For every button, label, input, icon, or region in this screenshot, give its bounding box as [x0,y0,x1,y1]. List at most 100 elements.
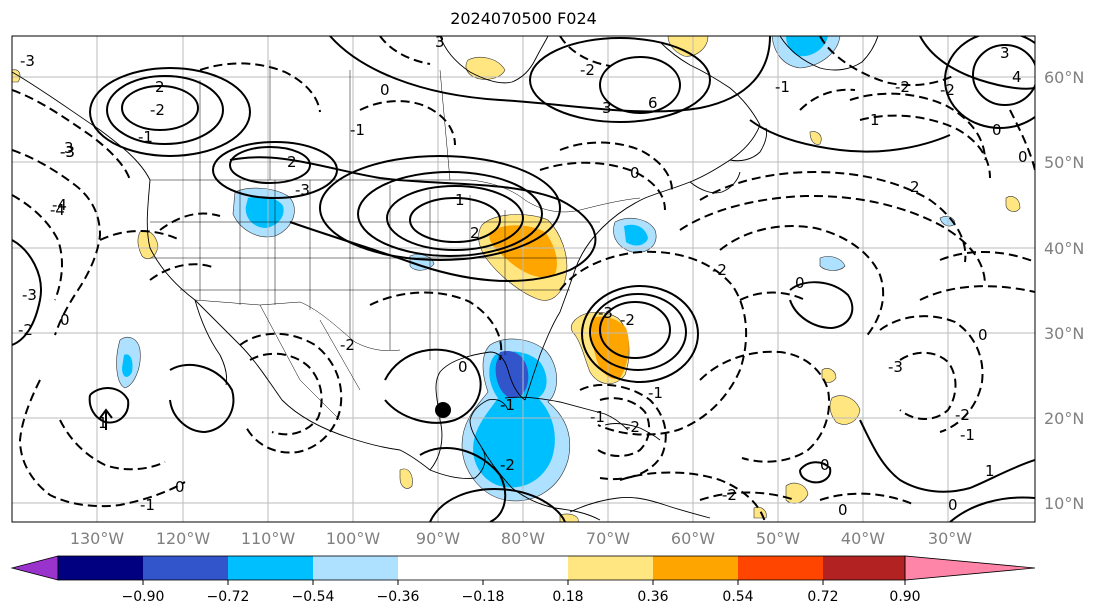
contour-label: -2 [625,418,640,436]
contour-high-pac-2 [106,75,224,145]
contour-neg-atl-11 [699,491,796,501]
colorbar-tick-label: 0.72 [807,589,838,605]
coast-labrador [659,41,761,126]
contour-label: 0 [175,478,185,496]
lat-label: 60°N [1044,68,1084,87]
contour-label: 0 [820,456,830,474]
contour-label: 1 [870,111,880,129]
lat-label: 20°N [1044,409,1084,428]
fill-yellow-greenland-s [667,36,709,57]
contour-label: -1 [500,396,515,414]
contour-label: 4 [1012,68,1022,86]
contour-label: -3 [60,143,75,161]
contour-neg-atl-5 [699,350,831,463]
contour-label: -2 [580,61,595,79]
fill-blue-pacific-w-core [122,354,133,377]
coast-yucatan [429,399,509,479]
contour-label: -3 [60,143,75,161]
contour-neg-pac-2 [12,149,102,336]
contour-label: -2 [722,486,737,504]
contour-label: -3 [888,358,903,376]
colorbar-tick-label: −0.54 [292,589,335,605]
contour-label: -1 [648,384,663,402]
contour-pac-2 [169,363,235,434]
contour-neg-greenland-4 [799,88,856,111]
lon-label: 90°W [416,529,460,548]
contour-label: 0 [992,121,1002,139]
coast-north-america-west [12,71,431,471]
contour-neg-greenland-1 [819,36,956,87]
contour-low-greatlakes-4 [319,155,561,261]
contour-neg-canada-1 [199,62,321,113]
coast-nova-scotia [689,171,741,194]
colorbar-bin [823,556,905,580]
colorbar-tick-label: 0.90 [889,589,920,605]
coast-hudson [439,36,549,84]
fill-blue-atl-small-1 [819,256,846,271]
contour-label: 2 [470,224,480,242]
contour-neg-greenland-2 [849,92,986,161]
contour-label: -1 [960,426,975,444]
location-marker [435,402,451,418]
colorbar-tick-label: 0.54 [722,589,753,605]
colorbar-tick-label: −0.36 [377,589,420,605]
contour-neg-canada-2 [359,100,456,146]
contour-label: 0 [838,501,848,519]
contour-high-atl-1 [599,301,671,359]
colorbar-bin [228,556,313,580]
contour-neg-atl-1 [559,250,748,436]
contour-label: 3 [602,99,612,117]
colorbar-tick-label: 0.18 [552,589,583,605]
contour-label: -3 [598,304,613,322]
colorbar-tick-label: −0.72 [207,589,250,605]
contours-solid [12,36,1035,522]
contour-neg-atl-8 [939,251,1035,263]
latitude-labels: 60°N 50°N 40°N 30°N 20°N 10°N [1044,68,1084,513]
contour-neg-pac-1 [12,89,131,181]
contour-atl-bottom [949,496,1035,522]
fill-yellow-mex-1 [399,468,413,489]
border-mexico-2 [319,319,361,391]
contour-label: 2 [155,78,165,96]
colorbar-ticks [142,580,906,585]
border-canada-prov-4 [439,69,451,181]
contour-high-atl-3 [581,285,699,383]
contour-label: -2 [18,321,33,339]
contour-neg-hudson-1 [379,36,431,65]
contour-neg-pac-4 [18,379,186,508]
contour-label: 1 [98,414,108,432]
colorbar-tick-label: 0.36 [637,589,668,605]
map-title: 2024070500 F024 [450,9,597,28]
colorbar-bin [653,556,738,580]
lon-label: 130°W [70,529,125,548]
contour-low-greatlakes-1 [409,197,501,243]
contour-label: 0 [458,358,468,376]
contour-label-group: -3 -3 2 -1 -3 -4 -2 0 -2 -3 2 0 3 -1 -2 … [18,36,1028,519]
contour-label: 3 [64,139,74,157]
contour-label: -1 [350,121,365,139]
fill-blue-newfoundland-core [624,224,648,246]
political-borders [150,60,641,421]
lon-label: 40°W [841,529,885,548]
colorbar-tick-label: −0.90 [122,589,165,605]
contour-neg-greenland-3 [859,114,991,179]
contour-label: -3 [20,52,35,70]
contour-high-far-east-1 [972,44,1035,106]
fill-blue-greenland-core [786,36,828,57]
contour-high-west-2 [212,141,338,199]
coast-hispaniola [604,423,661,441]
fill-yellow-atl-4 [1005,196,1021,212]
contour-gulf-1 [384,348,482,424]
contour-label: -1 [140,496,155,514]
colorbar-bin [738,556,823,580]
coastlines [12,36,879,521]
contour-neg-sw-1 [99,230,181,241]
gridlines [12,36,1035,522]
coast-gulf [429,351,526,471]
contour-neg-pac-3 [12,194,63,301]
contour-neg-atl-4 [679,194,986,286]
colorbar-bin [568,556,653,580]
lon-label: 80°W [501,529,545,548]
contour-label: 1 [455,191,465,209]
contour-high-labrador-1 [599,56,681,114]
